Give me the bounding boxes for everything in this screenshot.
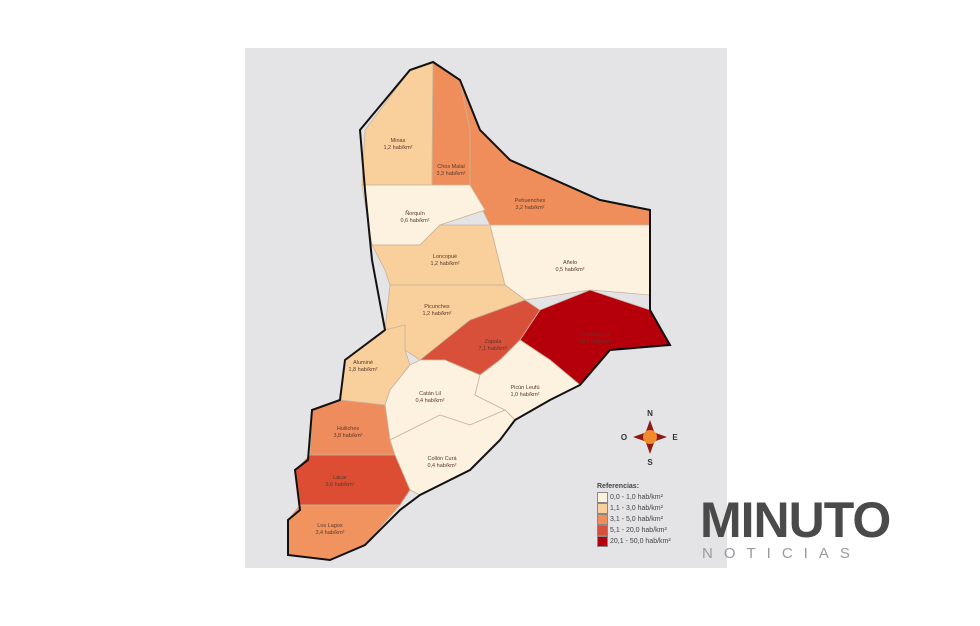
- department-name-label: Chos Malal: [437, 164, 465, 170]
- department-minas: [361, 61, 434, 186]
- department-density-label: 3,8 hab/km²: [333, 433, 362, 439]
- department-name-label: Picunches: [424, 304, 450, 310]
- department-density-label: 3,4 hab/km²: [315, 530, 344, 536]
- department-lacar: [294, 454, 411, 506]
- legend-label: 0,0 - 1,0 hab/km²: [610, 494, 663, 501]
- legend-swatch: [597, 492, 608, 503]
- department-name-label: Loncopué: [433, 254, 457, 260]
- legend-label: 1,1 - 3,0 hab/km²: [610, 505, 663, 512]
- legend-title: Referencias:: [597, 483, 640, 490]
- department-name-label: Lácar: [333, 475, 347, 481]
- map-legend: Referencias: 0,0 - 1,0 hab/km² 1,1 - 3,0 …: [597, 483, 671, 547]
- minuto-noticias-logo: MINUTO NOTICIAS: [700, 492, 891, 562]
- department-density-label: 0,4 hab/km²: [415, 398, 444, 404]
- compass-n: N: [647, 409, 653, 418]
- department-name-label: Huiliches: [337, 426, 360, 432]
- legend-item: 5,1 - 20,0 hab/km²: [597, 525, 671, 536]
- department-name-label: Ñorquín: [405, 210, 425, 217]
- department-name-label: Pehuenches: [515, 198, 546, 204]
- department-name-label: Los Lagos: [317, 523, 343, 529]
- department-density-label: 3,3 hab/km²: [436, 171, 465, 177]
- department-density-label: 0,4 hab/km²: [427, 463, 456, 469]
- department-name-label: Confluencia: [580, 332, 610, 338]
- compass-o: O: [621, 433, 627, 442]
- department-name-label: Minas: [391, 138, 406, 144]
- logo-sub: NOTICIAS: [702, 545, 861, 562]
- legend-item: 20,1 - 50,0 hab/km²: [597, 536, 671, 547]
- legend-item: 1,1 - 3,0 hab/km²: [597, 503, 671, 514]
- legend-item: 3,1 - 5,0 hab/km²: [597, 514, 671, 525]
- legend-label: 20,1 - 50,0 hab/km²: [610, 538, 671, 545]
- department-density-label: 50,0 hab/km²: [579, 339, 611, 345]
- department-pehuenches: [459, 79, 651, 226]
- legend-swatch: [597, 503, 608, 514]
- compass-rose: N S E O: [621, 409, 678, 467]
- province-border: [287, 60, 672, 562]
- legend-item: 0,0 - 1,0 hab/km²: [597, 492, 671, 503]
- department-density-label: 1,8 hab/km²: [348, 367, 377, 373]
- legend-label: 5,1 - 20,0 hab/km²: [610, 527, 667, 534]
- department-density-label: 1,0 hab/km²: [510, 392, 539, 398]
- department-density-label: 7,1 hab/km²: [478, 346, 507, 352]
- department-name-label: Catán Lil: [419, 391, 441, 397]
- department-density-label: 1,2 hab/km²: [430, 261, 459, 267]
- legend-swatch: [597, 525, 608, 536]
- department-density-label: 9,6 hab/km²: [325, 482, 354, 488]
- compass-e: E: [672, 433, 678, 442]
- compass-s: S: [647, 458, 653, 467]
- department-density-label: 0,6 hab/km²: [400, 218, 429, 224]
- department-density-label: 1,2 hab/km²: [422, 311, 451, 317]
- legend-swatch: [597, 514, 608, 525]
- department-density-label: 0,5 hab/km²: [555, 267, 584, 273]
- department-name-label: Añelo: [563, 260, 577, 266]
- department-name-label: Zapala: [485, 339, 503, 345]
- department-name-label: Picún Leufú: [510, 385, 539, 391]
- department-density-label: 1,2 hab/km²: [383, 145, 412, 151]
- logo-main: MINUTO: [700, 492, 891, 548]
- legend-swatch: [597, 536, 608, 547]
- department-name-label: Collón Curá: [427, 456, 457, 462]
- department-density-label: 3,2 hab/km²: [515, 205, 544, 211]
- legend-label: 3,1 - 5,0 hab/km²: [610, 516, 663, 523]
- department-name-label: Aluminé: [353, 360, 373, 366]
